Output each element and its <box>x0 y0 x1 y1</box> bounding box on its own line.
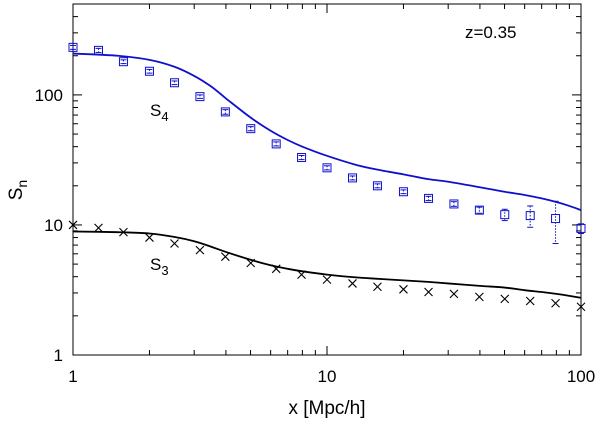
data-point-s4 <box>271 139 281 149</box>
data-point-s4 <box>474 205 484 215</box>
redshift-annotation: z=0.35 <box>465 23 517 42</box>
data-point-s3 <box>424 287 433 297</box>
data-point-s4 <box>220 107 230 117</box>
data-point-s3 <box>449 289 459 299</box>
data-point-s4 <box>525 211 535 221</box>
series-label-s3-sub: 3 <box>161 263 168 278</box>
series-label-s3-main: S <box>150 255 161 274</box>
y-axis-label: Sn <box>6 180 30 200</box>
data-point-s3 <box>551 298 560 308</box>
y-axis-label-sub: n <box>14 180 30 188</box>
data-point-s4 <box>68 42 78 52</box>
cross-stroke <box>145 233 154 242</box>
data-point-s3 <box>297 270 306 280</box>
data-point-s3 <box>68 220 78 230</box>
data-point-s3 <box>94 223 103 233</box>
cross-stroke <box>170 239 179 248</box>
data-point-s4 <box>347 173 357 183</box>
data-point-s3 <box>348 279 357 288</box>
cross-stroke <box>576 302 586 312</box>
model-curve-s4 <box>72 52 582 211</box>
data-point-s3 <box>500 294 510 304</box>
data-point-s4 <box>576 223 586 233</box>
data-point-s3 <box>576 302 586 312</box>
cross-stroke <box>525 296 535 306</box>
data-point-s4 <box>551 214 561 224</box>
data-point-s3 <box>246 258 256 268</box>
series-label-s4-sub: 4 <box>161 109 168 124</box>
x-axis-label: x [Mpc/h] <box>288 398 365 419</box>
data-point-s4 <box>297 153 307 163</box>
cross-stroke <box>68 220 78 230</box>
series-label-s3: S3 <box>150 255 169 278</box>
x-tick-label: 1 <box>68 367 77 386</box>
y-tick-label: 1 <box>54 346 63 365</box>
data-point-s3 <box>474 292 484 302</box>
model-curve-s3 <box>72 230 582 299</box>
data-point-s3 <box>525 296 535 306</box>
data-point-s4 <box>144 66 154 76</box>
data-point-s4 <box>500 210 510 220</box>
cross-stroke <box>322 275 332 284</box>
cross-stroke <box>373 282 382 292</box>
cross-stroke <box>246 258 256 268</box>
cross-stroke <box>399 284 408 294</box>
data-point-s4 <box>246 124 256 134</box>
data-point-s4 <box>424 193 434 203</box>
data-point-s4 <box>118 57 128 67</box>
cross-stroke <box>195 245 205 255</box>
cross-stroke <box>220 252 230 262</box>
series-label-s4: S4 <box>150 101 169 124</box>
cross-stroke <box>551 298 560 308</box>
data-point-s3 <box>399 284 408 294</box>
data-point-s4 <box>398 187 408 197</box>
y-axis-label-main: S <box>6 188 27 201</box>
data-point-s3 <box>322 275 332 284</box>
data-point-s3 <box>373 282 382 292</box>
y-tick-label: 10 <box>44 216 63 235</box>
data-point-s3 <box>220 252 230 262</box>
y-tick-label: 100 <box>35 86 63 105</box>
cross-stroke <box>94 223 103 233</box>
data-point-s4 <box>449 199 459 209</box>
cross-stroke <box>474 292 484 302</box>
data-point-s3 <box>271 264 281 274</box>
data-point-s4 <box>372 181 382 191</box>
data-point-s4 <box>93 45 103 55</box>
plot-frame <box>72 3 582 356</box>
x-tick-label: 100 <box>567 367 595 386</box>
series-layer <box>68 42 586 312</box>
data-point-s3 <box>195 245 205 255</box>
cross-stroke <box>424 287 433 297</box>
x-tick-label: 10 <box>318 367 337 386</box>
data-point-s3 <box>119 227 128 237</box>
cross-stroke <box>297 270 306 280</box>
data-point-s4 <box>195 92 205 102</box>
data-point-s3 <box>145 233 154 242</box>
cross-stroke <box>348 279 357 288</box>
data-point-s4 <box>170 78 180 88</box>
data-point-s4 <box>322 163 332 173</box>
axis-ticks: 1 10 100 1 10 100 <box>35 4 595 386</box>
cross-stroke <box>271 264 281 274</box>
data-point-s3 <box>170 239 179 248</box>
cross-stroke <box>119 227 128 237</box>
cross-stroke <box>449 289 459 299</box>
series-label-s4-main: S <box>150 101 161 120</box>
cross-stroke <box>500 294 510 304</box>
